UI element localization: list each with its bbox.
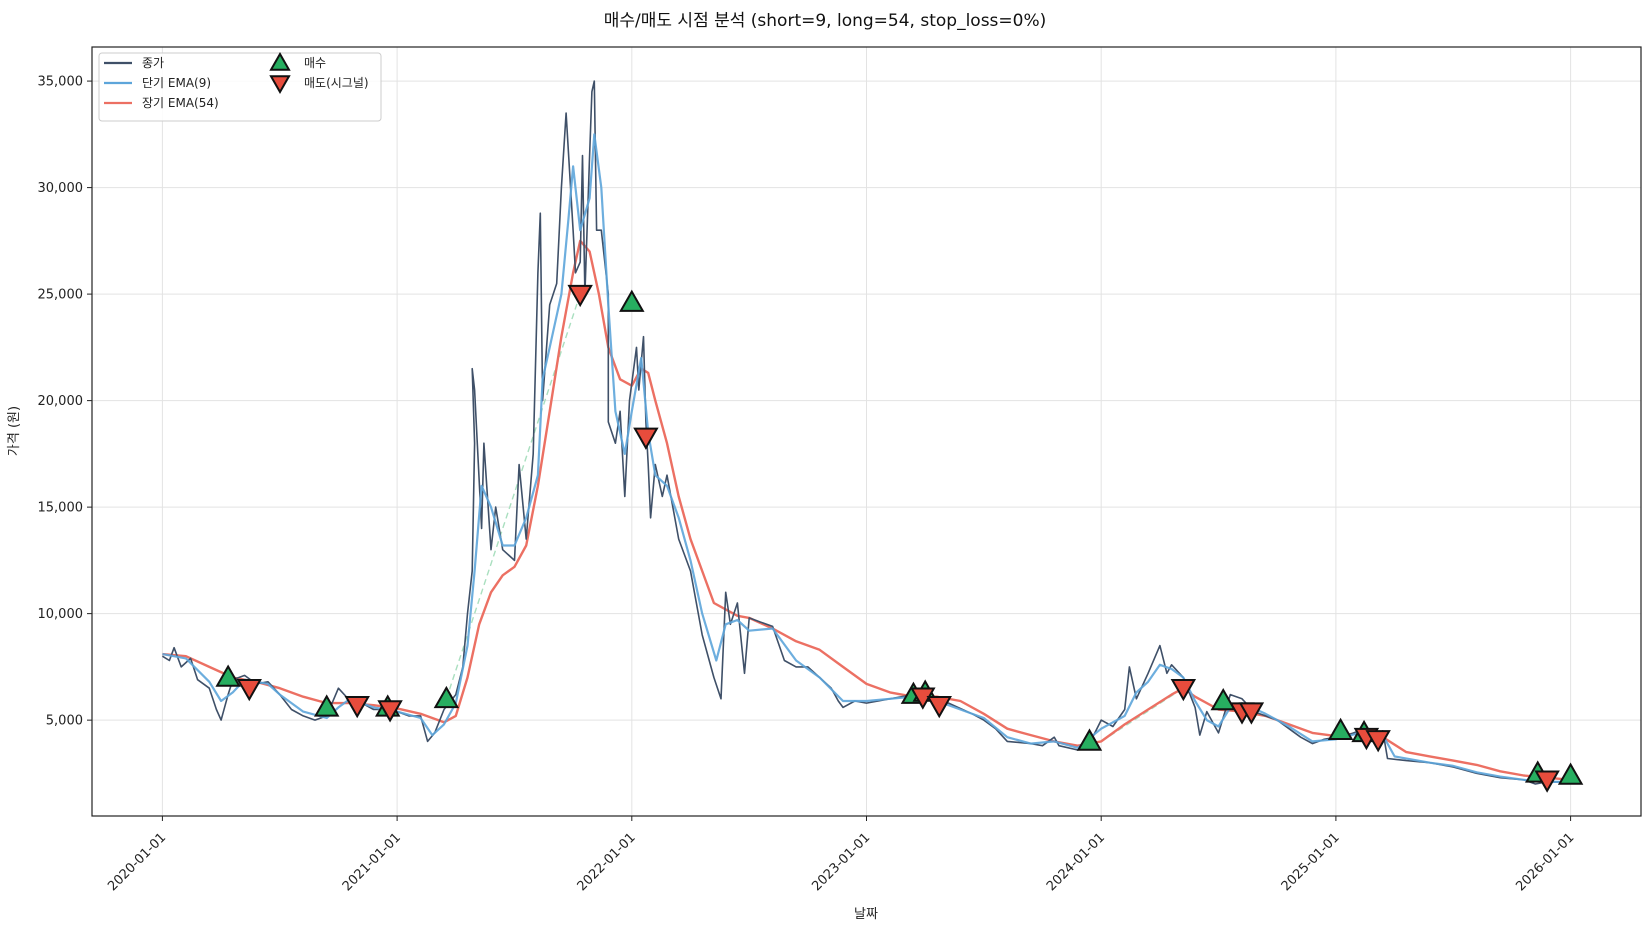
buy-marker: [433, 685, 460, 709]
legend-marker-buy: [269, 51, 291, 71]
buy-marker: [313, 694, 340, 717]
y-tick-label: 15,000: [38, 501, 84, 516]
sell-marker: [344, 695, 370, 719]
y-tick-label: 25,000: [38, 288, 84, 303]
y-tick-label: 20,000: [38, 394, 84, 409]
y-tick-label: 10,000: [38, 607, 84, 622]
sell-marker: [1238, 702, 1265, 725]
y-tick-label: 30,000: [38, 181, 84, 196]
y-axis-label: 가격 (원): [7, 406, 22, 456]
legend-label: 매도(시그널): [304, 76, 369, 90]
buy-marker: [1076, 728, 1103, 751]
sell-marker: [1170, 678, 1197, 702]
sell-marker: [236, 678, 262, 702]
sell-marker: [377, 700, 403, 723]
buy-marker: [1327, 717, 1354, 741]
buy-marker: [1210, 687, 1236, 711]
y-tick-label: 35,000: [38, 75, 84, 90]
sell-marker: [1365, 730, 1391, 753]
sell-marker: [633, 427, 659, 450]
legend-label: 매수: [304, 56, 326, 70]
sell-marker: [1534, 770, 1560, 793]
legend-box: [98, 52, 382, 122]
trade-markers: [215, 284, 1584, 793]
y-tick-label: 5,000: [46, 714, 83, 729]
chart-title: 매수/매도 시점 분석 (short=9, long=54, stop_loss…: [604, 11, 1047, 31]
buy-marker: [1557, 762, 1584, 785]
legend-label: 종가: [142, 56, 164, 70]
x-axis-label: 날짜: [854, 907, 878, 922]
legend-marker-sell: [269, 75, 291, 95]
legend-label: 단기 EMA(9): [142, 76, 211, 90]
buy-marker: [215, 664, 241, 687]
buy-marker: [619, 289, 645, 312]
grid: [92, 47, 1641, 816]
legend-label: 장기 EMA(54): [142, 96, 219, 110]
sell-marker: [926, 695, 952, 719]
sell-marker: [567, 284, 593, 308]
